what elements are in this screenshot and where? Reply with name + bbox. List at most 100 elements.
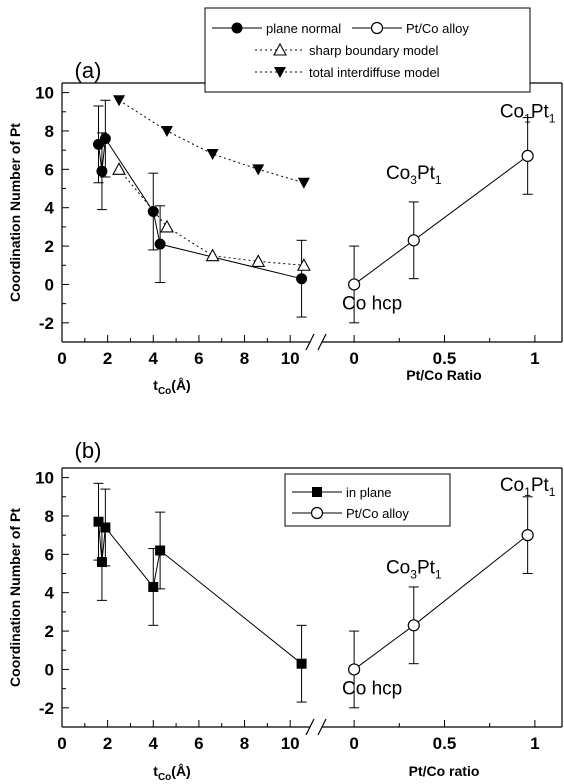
- series-line: [98, 137, 302, 280]
- annotation-sub: 3: [410, 173, 417, 187]
- annotation-main: Co: [386, 558, 410, 579]
- series-pt-co-alloy: [348, 496, 534, 709]
- legend-entry: Pt/Co alloy: [292, 506, 409, 521]
- series-line: [353, 534, 528, 670]
- y-tick-label: 4: [45, 199, 55, 218]
- x-tick-label: 6: [194, 349, 203, 368]
- legend-marker: [310, 506, 324, 520]
- y-tick-label: 10: [35, 84, 54, 103]
- legend-marker: [231, 22, 243, 34]
- y-tick-label: 0: [45, 660, 54, 679]
- annotation-main: Co: [500, 475, 524, 496]
- legend-label: Pt/Co alloy: [346, 506, 409, 521]
- data-point: [148, 581, 159, 592]
- x-axis-title-sub: Co: [158, 772, 171, 783]
- x-tick-label: 0: [57, 734, 66, 753]
- x-tick-label: 1: [530, 734, 539, 753]
- legend-label: Pt/Co alloy: [406, 21, 469, 36]
- axis-break-mark: [317, 333, 327, 351]
- series-total-interdiffuse-model: [113, 95, 310, 189]
- data-point: [93, 516, 104, 527]
- annotation-sub: 1: [524, 485, 531, 499]
- legend: plane normal Pt/Co alloy sharp boundary mo…: [204, 7, 531, 93]
- annotation-main: Co hcp: [342, 293, 402, 314]
- annotation-sub: 1: [549, 485, 556, 499]
- series-pt-co-alloy: [348, 117, 534, 324]
- data-point: [99, 133, 111, 145]
- annotation-main: Co: [500, 102, 524, 123]
- data-point: [296, 273, 308, 285]
- annotation-main: Pt: [531, 475, 550, 496]
- y-tick-label: -2: [39, 699, 54, 718]
- series-plane-normal: [93, 99, 308, 318]
- legend-marker: [273, 42, 287, 56]
- x-axis-title-main: t: [153, 377, 158, 393]
- data-point: [521, 149, 534, 163]
- annotation: Co3Pt1: [386, 558, 442, 582]
- annotation: Co1Pt1: [500, 102, 556, 126]
- legend-label: in plane: [346, 485, 392, 500]
- x-tick-label: 8: [240, 734, 249, 753]
- annotation: Co hcp: [342, 678, 402, 699]
- data-point: [251, 254, 266, 267]
- annotation-main: Co hcp: [342, 678, 402, 699]
- x-tick-label: 6: [194, 734, 203, 753]
- annotation-main: Co: [386, 163, 410, 184]
- x-tick-label: 4: [149, 349, 159, 368]
- data-point: [100, 522, 111, 533]
- data-point: [407, 619, 420, 632]
- data-point: [206, 148, 219, 160]
- data-point: [296, 658, 307, 669]
- legend-label: total interdiffuse model: [309, 65, 440, 80]
- data-point: [160, 219, 174, 233]
- legend-marker: [370, 21, 384, 35]
- x-tick-label: 0: [57, 349, 66, 368]
- legend-marker: [312, 487, 322, 497]
- y-tick-label: 8: [45, 122, 54, 141]
- y-axis-title: Coordination Number of Pt: [7, 123, 23, 302]
- y-axis-title: Coordination Number of Pt: [7, 508, 23, 687]
- legend: in plane Pt/Co alloy: [284, 473, 451, 527]
- x-axis-title-sub: Co: [158, 386, 171, 397]
- series-line: [118, 169, 304, 266]
- y-tick-label: 8: [45, 507, 54, 526]
- data-point: [96, 557, 107, 568]
- y-tick-label: 4: [45, 584, 55, 603]
- y-tick-label: 2: [45, 237, 54, 256]
- annotation-sub: 1: [524, 112, 531, 126]
- series-in-plane: [93, 482, 307, 703]
- y-tick-label: 2: [45, 622, 54, 641]
- axis-break-mark: [305, 333, 315, 351]
- data-point: [297, 177, 310, 189]
- data-point: [160, 125, 173, 137]
- x-axis-title-right: Pt/Co Ratio: [406, 367, 481, 383]
- data-point: [154, 238, 166, 250]
- x-tick-label: 0.5: [433, 349, 457, 368]
- annotation-sub: 1: [435, 173, 442, 187]
- x-tick-label: 1: [530, 349, 539, 368]
- x-tick-label: 4: [149, 734, 159, 753]
- x-axis-title-left: tCo(Å): [153, 763, 190, 783]
- x-tick-label: 8: [240, 349, 249, 368]
- legend-box: [204, 7, 531, 93]
- panel-label: (b): [75, 438, 102, 463]
- y-tick-label: 6: [45, 545, 54, 564]
- x-tick-label: 2: [103, 349, 112, 368]
- panel-label: (a): [75, 58, 102, 83]
- y-tick-label: 6: [45, 160, 54, 179]
- legend-label: sharp boundary model: [309, 43, 438, 58]
- x-axis-title-unit: (Å): [171, 763, 190, 779]
- legend-entry: plane normal: [212, 21, 341, 36]
- legend-entry: total interdiffuse model: [255, 65, 440, 80]
- series-line: [98, 521, 302, 665]
- x-axis-title-left: tCo(Å): [153, 377, 190, 397]
- data-point: [252, 164, 265, 176]
- data-point: [407, 234, 420, 247]
- legend-label: plane normal: [266, 21, 341, 36]
- x-tick-label: 2: [103, 734, 112, 753]
- series-line: [118, 99, 305, 184]
- data-point: [96, 165, 108, 177]
- axis-break-mark: [305, 718, 315, 736]
